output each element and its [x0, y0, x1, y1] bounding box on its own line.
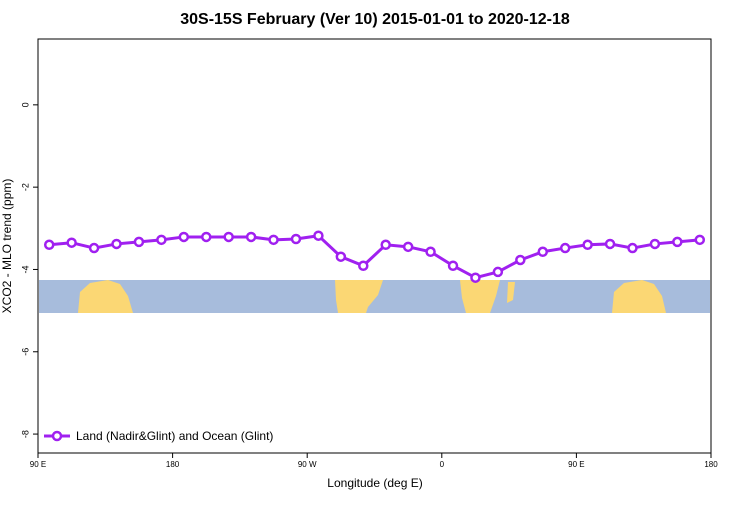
- point: [447, 260, 459, 272]
- map-strip: [39, 280, 710, 313]
- point: [133, 236, 145, 248]
- y-tick-label: -6: [20, 348, 30, 356]
- y-tick-label: 0: [20, 102, 30, 107]
- point: [425, 246, 436, 258]
- point: [223, 231, 234, 243]
- point: [649, 238, 661, 250]
- point: [43, 239, 55, 251]
- x-tick-label: 90 W: [298, 460, 317, 469]
- point: [537, 246, 548, 258]
- point: [515, 254, 526, 266]
- point: [111, 238, 122, 250]
- plot-frame: [37, 38, 712, 454]
- y-tick-label: -4: [20, 265, 30, 273]
- x-tick-label: 90 E: [30, 460, 46, 469]
- point: [335, 251, 347, 262]
- x-tick-label: 90 E: [568, 460, 584, 469]
- legend: Land (Nadir&Glint) and Ocean (Glint): [44, 429, 273, 443]
- point: [245, 231, 257, 243]
- point: [268, 234, 279, 246]
- point: [694, 234, 706, 246]
- point: [559, 242, 571, 254]
- series-line: [49, 234, 700, 280]
- point: [88, 242, 100, 254]
- point: [582, 239, 593, 251]
- point: [492, 266, 504, 278]
- point: [672, 236, 683, 248]
- point: [201, 231, 212, 243]
- x-tick-label: 180: [166, 460, 180, 469]
- point: [290, 233, 302, 245]
- point: [627, 242, 638, 254]
- point: [66, 237, 77, 248]
- point: [358, 260, 369, 272]
- legend-label: Land (Nadir&Glint) and Ocean (Glint): [76, 429, 273, 443]
- point: [470, 272, 481, 283]
- point: [313, 230, 324, 241]
- x-tick-label: 180: [704, 460, 718, 469]
- x-axis-label: Longitude (deg E): [327, 476, 422, 490]
- point: [604, 238, 616, 250]
- y-axis-label: XCO2 - MLO trend (ppm): [0, 179, 14, 314]
- x-tick-label: 0: [440, 460, 445, 469]
- y-tick-label: -2: [20, 183, 30, 191]
- chart-title: 30S-15S February (Ver 10) 2015-01-01 to …: [180, 11, 570, 28]
- point: [402, 241, 414, 253]
- legend-marker: [51, 430, 63, 442]
- point: [156, 234, 167, 246]
- point: [380, 239, 391, 251]
- point: [178, 231, 190, 243]
- y-tick-label: -8: [20, 430, 30, 438]
